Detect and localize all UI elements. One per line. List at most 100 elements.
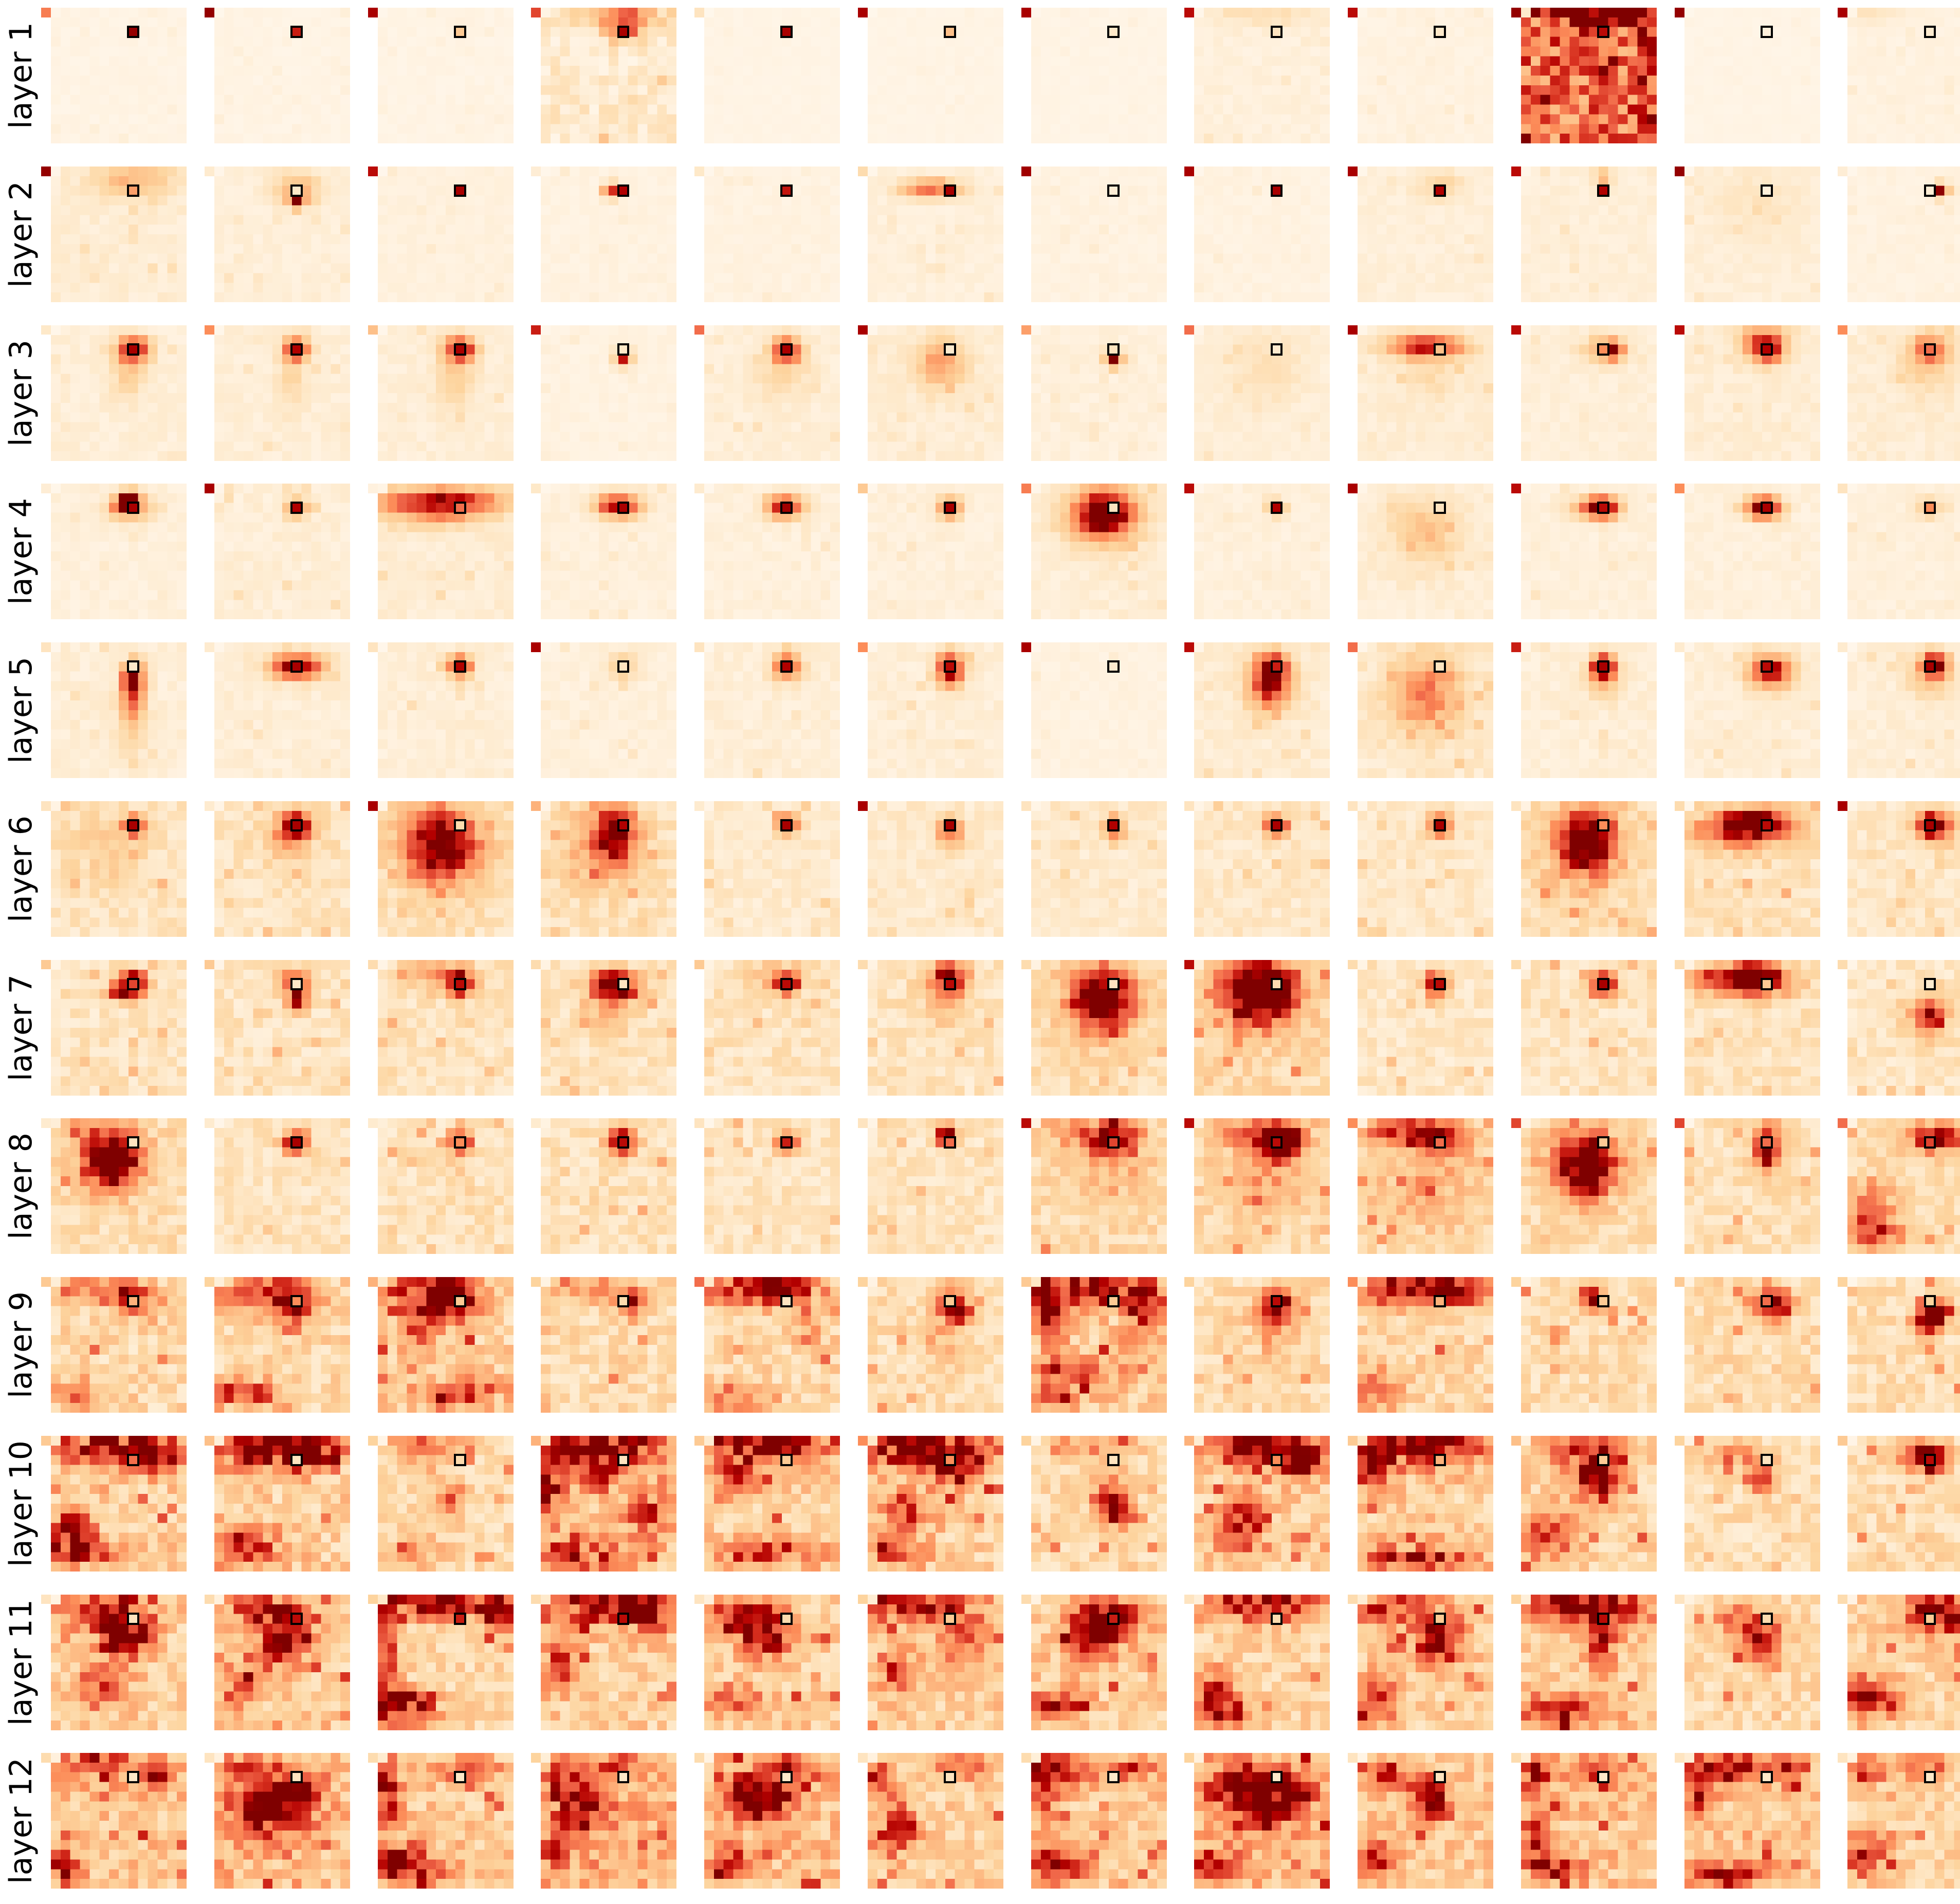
heatmap-canvas: [377, 1118, 514, 1254]
cls-attention-square: [368, 166, 378, 176]
row-label-layer-4: layer 4: [0, 484, 42, 619]
attention-map-layer8-head9: [1348, 1118, 1493, 1254]
attention-map-layer7-head4: [531, 959, 677, 1096]
query-patch-marker: [1760, 819, 1773, 831]
heatmap-canvas: [1684, 166, 1820, 302]
row-label-text: layer 6: [3, 815, 39, 922]
attention-map-layer6-head7: [1021, 801, 1167, 937]
attention-map-layer3-head9: [1348, 325, 1493, 461]
cls-attention-square: [204, 8, 214, 17]
query-patch-marker: [1597, 343, 1609, 356]
cls-attention-square: [1838, 1753, 1848, 1763]
heatmap-canvas: [1358, 8, 1493, 143]
cls-attention-square: [368, 959, 378, 970]
heatmap-canvas: [1684, 8, 1820, 143]
heatmap-canvas: [214, 1277, 350, 1413]
attention-map-layer11-head12: [1838, 1594, 1960, 1730]
query-patch-marker: [290, 1136, 303, 1149]
attention-map-layer12-head7: [1021, 1753, 1167, 1889]
query-patch-marker: [1270, 184, 1283, 197]
query-patch-marker: [1434, 1612, 1446, 1625]
query-patch-marker: [1924, 1136, 1936, 1149]
cls-attention-square: [368, 1277, 378, 1287]
cls-attention-square: [694, 1277, 704, 1287]
heatmap-canvas: [1194, 642, 1330, 778]
heatmap-canvas: [51, 8, 187, 143]
heatmap-canvas: [1031, 642, 1167, 778]
cls-attention-square: [1021, 484, 1031, 494]
heatmap-canvas: [51, 1118, 187, 1254]
attention-map-layer5-head2: [204, 642, 350, 778]
heatmap-canvas: [214, 642, 350, 778]
cls-attention-square: [1838, 642, 1848, 652]
query-patch-marker: [1270, 1612, 1283, 1625]
cls-attention-square: [857, 1435, 868, 1446]
query-patch-marker: [127, 1453, 140, 1466]
heatmap-canvas: [1684, 801, 1820, 937]
heatmap-canvas: [867, 801, 1003, 937]
attention-map-layer3-head11: [1674, 325, 1820, 461]
attention-map-layer9-head6: [857, 1277, 1003, 1413]
query-patch-marker: [944, 502, 956, 514]
heatmap-canvas: [1194, 484, 1330, 620]
row-label-layer-7: layer 7: [0, 960, 42, 1096]
cls-attention-square: [1348, 166, 1358, 176]
heatmap-canvas: [377, 801, 514, 937]
cls-attention-square: [694, 166, 704, 176]
cls-attention-square: [41, 8, 51, 17]
attention-map-layer4-head10: [1511, 484, 1657, 620]
heatmap-canvas: [1847, 1753, 1960, 1889]
query-patch-marker: [290, 1771, 303, 1784]
cls-attention-square: [1674, 1753, 1684, 1763]
heatmap-canvas: [1684, 1118, 1820, 1254]
query-patch-marker: [1760, 1295, 1773, 1308]
query-patch-marker: [1107, 1453, 1120, 1466]
heatmap-canvas: [1194, 1753, 1330, 1889]
query-patch-marker: [1760, 1453, 1773, 1466]
heatmap-canvas: [214, 1118, 350, 1254]
attention-map-layer4-head8: [1184, 484, 1330, 620]
row-label-layer-2: layer 2: [0, 167, 42, 302]
query-patch-marker: [617, 1612, 630, 1625]
heatmap-canvas: [1031, 1594, 1167, 1730]
cls-attention-square: [1511, 166, 1521, 176]
attention-map-layer7-head7: [1021, 959, 1167, 1096]
cls-attention-square: [694, 1594, 704, 1604]
heatmap-canvas: [541, 1118, 677, 1254]
cls-attention-square: [1674, 484, 1684, 494]
query-patch-marker: [127, 1771, 140, 1784]
query-patch-marker: [290, 502, 303, 514]
cls-attention-square: [1511, 8, 1521, 17]
cls-attention-square: [1838, 959, 1848, 970]
query-patch-marker: [127, 660, 140, 673]
query-patch-marker: [944, 977, 956, 990]
row-label-layer-6: layer 6: [0, 801, 42, 937]
heatmap-canvas: [1521, 801, 1657, 937]
cls-attention-square: [1674, 1277, 1684, 1287]
query-patch-marker: [1760, 977, 1773, 990]
row-label-layer-11: layer 11: [0, 1595, 42, 1730]
heatmap-canvas: [51, 1753, 187, 1889]
cls-attention-square: [1184, 1753, 1195, 1763]
heatmap-canvas: [1358, 484, 1493, 620]
row-label-text: layer 8: [3, 1133, 39, 1240]
query-patch-marker: [290, 1295, 303, 1308]
cls-attention-square: [204, 959, 214, 970]
heatmap-canvas: [1031, 166, 1167, 302]
attention-map-layer6-head2: [204, 801, 350, 937]
cls-attention-square: [204, 1594, 214, 1604]
heatmap-canvas: [541, 1435, 677, 1572]
attention-map-layer1-head2: [204, 8, 350, 143]
attention-map-layer8-head3: [368, 1118, 514, 1254]
query-patch-marker: [127, 343, 140, 356]
attention-map-layer8-head5: [694, 1118, 840, 1254]
attention-map-layer5-head12: [1838, 642, 1960, 778]
query-patch-marker: [1760, 184, 1773, 197]
heatmap-canvas: [1358, 1753, 1493, 1889]
attention-map-layer3-head4: [531, 325, 677, 461]
cls-attention-square: [368, 1435, 378, 1446]
cls-attention-square: [857, 642, 868, 652]
attention-map-layer4-head5: [694, 484, 840, 620]
heatmap-canvas: [1521, 1753, 1657, 1889]
query-patch-marker: [1924, 1453, 1936, 1466]
